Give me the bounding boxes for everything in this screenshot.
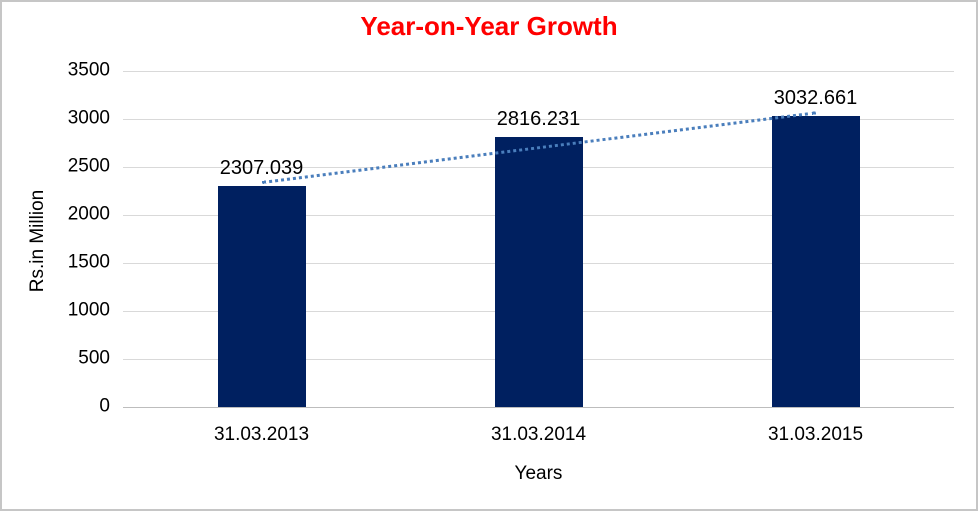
x-axis-title: Years bbox=[514, 463, 563, 484]
x-category-label: 31.03.2015 bbox=[767, 424, 864, 445]
y-tick-label: 2500 bbox=[67, 155, 110, 177]
x-category-label: 31.03.2013 bbox=[213, 424, 310, 445]
bar-value-label: 2307.039 bbox=[219, 156, 304, 179]
x-axis-line bbox=[123, 407, 954, 408]
bar bbox=[217, 185, 306, 407]
y-tick-label: 1000 bbox=[67, 299, 110, 321]
bar-value-label: 2816.231 bbox=[496, 107, 581, 130]
y-tick-label: 3500 bbox=[67, 59, 110, 81]
x-category-label: 31.03.2014 bbox=[490, 424, 587, 445]
bar-value-label: 3032.661 bbox=[773, 86, 858, 109]
y-tick-label: 0 bbox=[99, 395, 110, 417]
bar bbox=[494, 136, 583, 407]
chart-title: Year-on-Year Growth bbox=[360, 11, 618, 41]
gridline bbox=[123, 71, 954, 72]
y-axis-tick-labels: 0 500 1000 1500 2000 2500 3000 3500 bbox=[2, 2, 110, 509]
y-tick-label: 2000 bbox=[67, 203, 110, 225]
bar bbox=[771, 115, 860, 407]
y-tick-label: 1500 bbox=[67, 251, 110, 273]
y-tick-label: 3000 bbox=[67, 107, 110, 129]
y-tick-label: 500 bbox=[78, 347, 110, 369]
plot-area: 2307.039 31.03.2013 2816.231 31.03.2014 3032… bbox=[123, 71, 954, 445]
gridline bbox=[123, 119, 954, 120]
